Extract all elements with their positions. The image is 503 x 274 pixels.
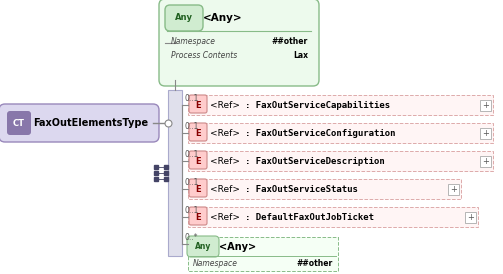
- Text: Any: Any: [175, 13, 193, 22]
- Text: ##other: ##other: [272, 37, 308, 46]
- Bar: [480, 99, 491, 110]
- Text: Namespace: Namespace: [193, 259, 238, 268]
- Text: E: E: [195, 129, 201, 138]
- FancyBboxPatch shape: [7, 111, 31, 135]
- Text: : FaxOutServiceDescription: : FaxOutServiceDescription: [245, 156, 385, 165]
- FancyBboxPatch shape: [189, 95, 207, 113]
- Text: : FaxOutServiceStatus: : FaxOutServiceStatus: [245, 184, 358, 193]
- FancyBboxPatch shape: [159, 0, 319, 86]
- Text: <Ref>: <Ref>: [210, 129, 240, 138]
- FancyBboxPatch shape: [189, 123, 207, 141]
- Text: FaxOutElementsType: FaxOutElementsType: [33, 118, 148, 128]
- Text: : DefaultFaxOutJobTicket: : DefaultFaxOutJobTicket: [245, 213, 374, 221]
- Text: Process Contents: Process Contents: [171, 51, 237, 60]
- Bar: [448, 184, 459, 195]
- FancyBboxPatch shape: [165, 5, 203, 31]
- Bar: [168, 90, 182, 256]
- Text: 0..*: 0..*: [185, 233, 199, 242]
- Text: E: E: [195, 213, 201, 221]
- FancyBboxPatch shape: [189, 207, 207, 225]
- Bar: [188, 151, 493, 171]
- Text: <Any>: <Any>: [203, 13, 242, 23]
- Text: E: E: [195, 184, 201, 193]
- Text: 0..1: 0..1: [185, 178, 199, 187]
- FancyBboxPatch shape: [189, 151, 207, 169]
- Text: Any: Any: [195, 242, 211, 251]
- Text: <Ref>: <Ref>: [210, 101, 240, 110]
- Text: +: +: [482, 101, 489, 110]
- Text: +: +: [482, 156, 489, 165]
- Text: : FaxOutServiceConfiguration: : FaxOutServiceConfiguration: [245, 129, 395, 138]
- Text: <Any>: <Any>: [219, 241, 256, 252]
- Bar: [188, 179, 461, 199]
- Bar: [188, 237, 338, 271]
- Text: +: +: [482, 129, 489, 138]
- Bar: [480, 127, 491, 138]
- Text: Lax: Lax: [293, 51, 308, 60]
- Text: 0..1: 0..1: [185, 150, 199, 159]
- Text: E: E: [195, 156, 201, 165]
- Text: 0..1: 0..1: [185, 94, 199, 103]
- Text: Namespace: Namespace: [171, 37, 216, 46]
- Text: 0..1: 0..1: [185, 206, 199, 215]
- Text: ##other: ##other: [297, 259, 333, 268]
- Text: CT: CT: [13, 118, 25, 127]
- Text: +: +: [450, 184, 457, 193]
- Bar: [188, 95, 493, 115]
- FancyBboxPatch shape: [187, 236, 219, 257]
- Bar: [188, 123, 493, 143]
- Bar: [480, 156, 491, 167]
- Text: <Ref>: <Ref>: [210, 156, 240, 165]
- Text: <Ref>: <Ref>: [210, 213, 240, 221]
- Text: +: +: [467, 213, 474, 221]
- Text: <Ref>: <Ref>: [210, 184, 240, 193]
- Bar: [188, 207, 478, 227]
- FancyBboxPatch shape: [189, 179, 207, 197]
- Text: 0..1: 0..1: [185, 122, 199, 131]
- Text: : FaxOutServiceCapabilities: : FaxOutServiceCapabilities: [245, 101, 390, 110]
- FancyBboxPatch shape: [0, 104, 159, 142]
- Bar: [465, 212, 476, 222]
- Text: E: E: [195, 101, 201, 110]
